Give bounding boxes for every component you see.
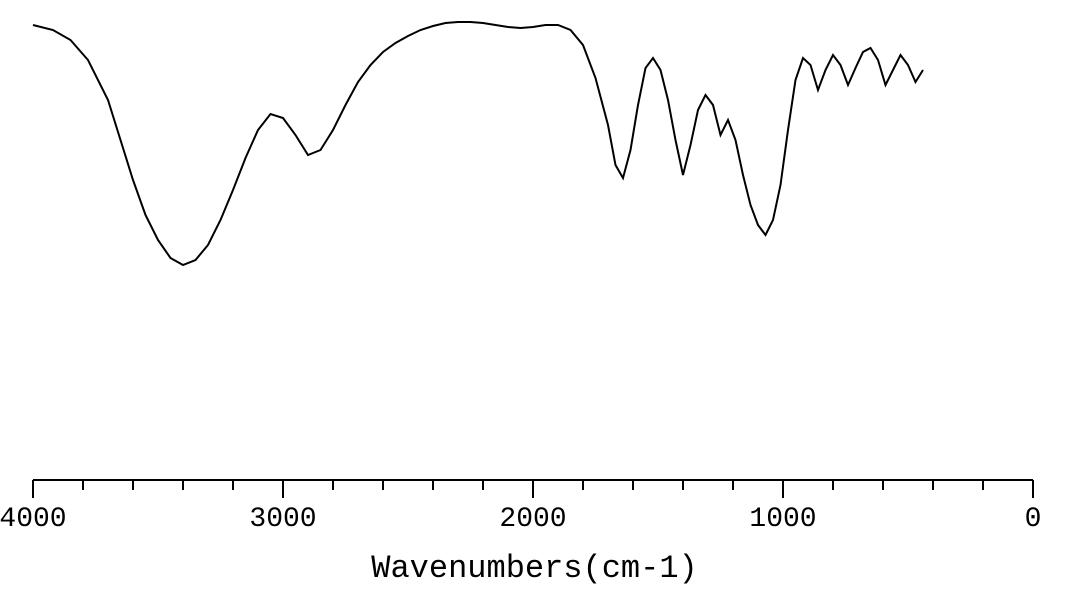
tick-label: 3000 [249, 504, 316, 535]
tick-label: 0 [1025, 504, 1042, 535]
tick-label: 4000 [0, 504, 67, 535]
tick-label: 1000 [749, 504, 816, 535]
tick-label: 2000 [499, 504, 566, 535]
ir-spectrum-chart: 4000 3000 2000 1000 0 Wavenumbers(cm-1) [0, 0, 1069, 613]
x-axis-label: Wavenumbers(cm-1) [0, 550, 1069, 587]
